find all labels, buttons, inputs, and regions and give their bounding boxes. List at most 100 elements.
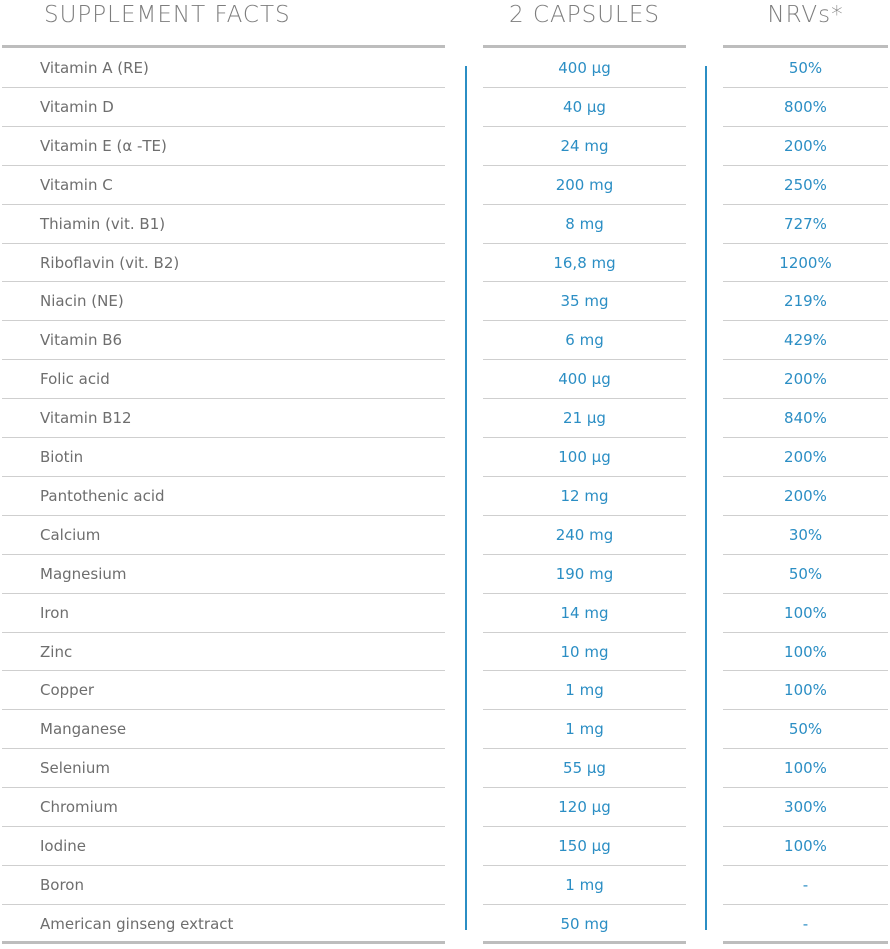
- nutrient-name: Manganese: [40, 720, 127, 739]
- amount: 40 µg: [563, 97, 606, 116]
- nutrient-name: Boron: [40, 875, 84, 894]
- nrv: -: [802, 914, 809, 933]
- header-rule: [2, 45, 445, 48]
- amount: 21 µg: [563, 409, 606, 428]
- row-rule: [723, 903, 888, 905]
- row-rule: [723, 320, 888, 322]
- nutrient-name: Vitamin A (RE): [40, 59, 149, 77]
- row-rule: [483, 164, 686, 166]
- row-rule: [483, 864, 686, 866]
- nutrient-name: Vitamin E (α -TE): [40, 136, 167, 155]
- row-rule: [2, 787, 445, 789]
- nrv: 100%: [784, 681, 827, 700]
- row-rule: [2, 359, 445, 361]
- row-rule: [2, 514, 445, 516]
- row-rule: [483, 281, 686, 283]
- row-rule: [2, 320, 445, 322]
- amount: 240 mg: [555, 525, 614, 544]
- nutrient-name: Zinc: [40, 642, 73, 661]
- row-rule: [723, 514, 888, 516]
- nrv: 200%: [784, 136, 827, 155]
- row-rule: [723, 475, 888, 477]
- nutrient-name: Iron: [40, 603, 69, 622]
- amount: 190 mg: [555, 564, 614, 583]
- nrv: 200%: [784, 448, 827, 466]
- nrv: 219%: [784, 292, 827, 311]
- row-rule: [723, 164, 888, 166]
- nutrient-name: Vitamin B6: [40, 331, 123, 350]
- nrv: 30%: [788, 525, 823, 544]
- row-rule: [483, 398, 686, 400]
- nutrient-name: Copper: [40, 681, 95, 700]
- row-rule: [723, 592, 888, 594]
- header-rule: [723, 45, 888, 48]
- nrv: 1200%: [779, 253, 832, 272]
- header-label: SUPPLEMENT FACTS: [44, 2, 291, 28]
- nrv: 50%: [788, 59, 823, 77]
- row-rule: [723, 203, 888, 205]
- row-rule: [2, 826, 445, 827]
- row-rule: [723, 787, 888, 789]
- nutrient-name: Vitamin D: [40, 97, 114, 116]
- row-rule: [483, 787, 686, 789]
- amount: 12 mg: [560, 486, 609, 505]
- row-rule: [483, 125, 686, 127]
- nutrient-name: Magnesium: [40, 564, 127, 583]
- row-rule: [723, 864, 888, 866]
- nrv: 50%: [788, 564, 823, 583]
- nutrient-name: Vitamin B12: [40, 409, 132, 428]
- header-label: NRVs*: [767, 2, 844, 28]
- row-rule: [2, 631, 445, 633]
- amount: 50 mg: [560, 914, 609, 933]
- nutrient-name: Iodine: [40, 837, 87, 855]
- header-rule: [483, 45, 686, 48]
- row-rule: [2, 242, 445, 244]
- row-rule: [2, 592, 445, 594]
- nrv: 200%: [784, 370, 827, 389]
- amount: 55 µg: [563, 759, 606, 778]
- row-rule: [483, 826, 686, 827]
- row-rule: [483, 359, 686, 361]
- amount: 400 µg: [558, 370, 611, 389]
- nrv: 50%: [788, 720, 823, 739]
- bottom-rule: [483, 940, 686, 944]
- nrv: 300%: [784, 798, 827, 817]
- row-rule: [2, 125, 445, 127]
- nutrient-name: Thiamin (vit. B1): [40, 214, 166, 233]
- nutrient-name: American ginseng extract: [40, 914, 234, 933]
- row-rule: [723, 553, 888, 555]
- nutrient-name: Niacin (NE): [40, 292, 124, 311]
- amount: 1 mg: [565, 720, 604, 739]
- row-rule: [483, 86, 686, 88]
- bottom-rule: [723, 940, 888, 944]
- row-rule: [483, 320, 686, 322]
- nrv: 100%: [784, 603, 827, 622]
- row-rule: [483, 592, 686, 594]
- nutrient-name: Biotin: [40, 448, 84, 466]
- row-rule: [723, 631, 888, 633]
- nrv: 100%: [784, 759, 827, 778]
- column-divider: [465, 66, 467, 930]
- nrv: 100%: [784, 642, 827, 661]
- header-label: 2 CAPSULES: [509, 2, 660, 28]
- row-rule: [483, 437, 686, 438]
- row-rule: [723, 398, 888, 400]
- row-rule: [483, 475, 686, 477]
- row-rule: [723, 242, 888, 244]
- row-rule: [723, 359, 888, 361]
- row-rule: [483, 748, 686, 750]
- nutrient-name: Calcium: [40, 525, 101, 544]
- nutrient-name: Riboflavin (vit. B2): [40, 253, 180, 272]
- row-rule: [2, 553, 445, 555]
- row-rule: [723, 86, 888, 88]
- row-rule: [723, 437, 888, 438]
- amount: 200 mg: [555, 175, 614, 194]
- row-rule: [483, 203, 686, 205]
- row-rule: [723, 709, 888, 711]
- nrv: 800%: [784, 97, 827, 116]
- amount: 16,8 mg: [553, 253, 616, 272]
- row-rule: [483, 709, 686, 711]
- row-rule: [2, 748, 445, 750]
- row-rule: [483, 514, 686, 516]
- bottom-rule: [2, 940, 445, 944]
